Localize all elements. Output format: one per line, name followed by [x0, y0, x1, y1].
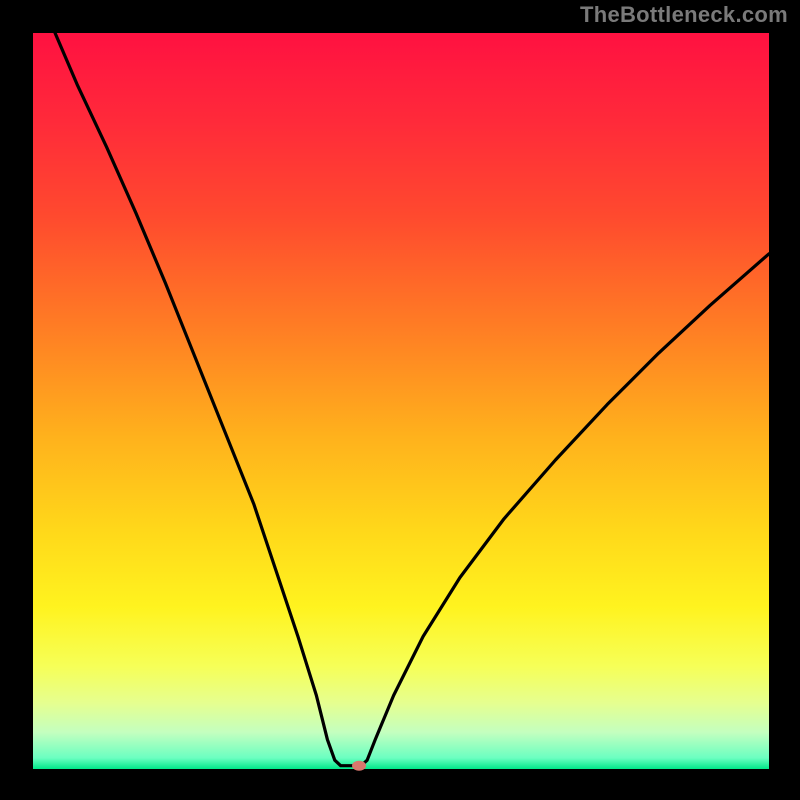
optimal-point-marker [352, 761, 366, 771]
gradient-plot-area [33, 33, 769, 769]
chart-svg [0, 0, 800, 800]
chart-container: TheBottleneck.com [0, 0, 800, 800]
watermark-text: TheBottleneck.com [580, 2, 788, 28]
